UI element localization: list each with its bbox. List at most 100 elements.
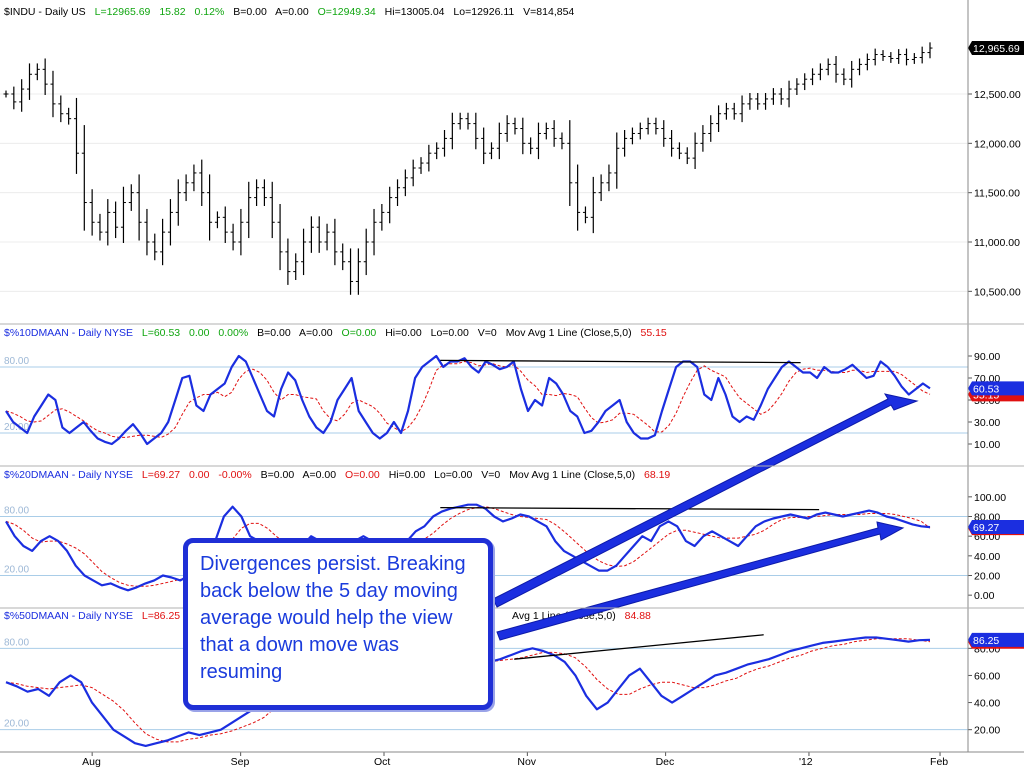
price-bar — [896, 49, 902, 64]
price-bar — [81, 125, 87, 231]
price-bar — [520, 117, 526, 155]
p10-header-high: Hi=0.00 — [385, 327, 422, 339]
y-tick-label: 90.00 — [974, 351, 1000, 363]
arrow-to-p10 — [492, 393, 919, 608]
price-panel: 10,500.00 11,000.00 11,500.00 12,000.00 12,5… — [0, 6, 1024, 298]
p10-last-label: 60.53 — [973, 383, 999, 395]
price-bar — [770, 88, 776, 105]
price-bar — [97, 213, 103, 241]
y-tick-label: 12,000.00 — [974, 138, 1021, 150]
price-bar — [567, 120, 573, 206]
p10-ma-line — [5, 360, 931, 438]
price-bar — [191, 164, 197, 192]
y-tick-label: 11,500.00 — [974, 188, 1020, 200]
price-header-pct: 0.12% — [195, 6, 225, 18]
price-bar — [708, 115, 714, 142]
price-bar — [488, 142, 494, 160]
price-bar — [395, 179, 401, 206]
p10-header-ma-value: 55.15 — [640, 327, 666, 339]
price-gridlines — [0, 93, 968, 292]
price-bar — [152, 233, 158, 261]
price-bar — [324, 223, 330, 251]
p20-ref-label: 80.00 — [4, 506, 29, 517]
p10-ref-label: 20.00 — [4, 422, 29, 433]
p20-header-symbol: $%20DMAAN - Daily NYSE — [4, 469, 133, 481]
price-bar — [778, 88, 784, 105]
p20-header-change: 0.00 — [189, 469, 210, 481]
price-bar — [684, 147, 690, 165]
price-bar — [575, 164, 581, 231]
price-bar — [105, 199, 111, 246]
p20-ref-label: 20.00 — [4, 565, 29, 576]
p50-ref-label: 20.00 — [4, 719, 29, 730]
price-bar — [731, 102, 737, 120]
price-bar — [230, 223, 236, 251]
price-bar — [285, 238, 291, 285]
price-bar — [833, 56, 839, 83]
price-bar — [747, 93, 753, 110]
p10-last-tag — [968, 381, 1024, 396]
p10-header-volume: V=0 — [478, 327, 497, 339]
price-bar — [692, 132, 698, 169]
p10-header-symbol: $%10DMAAN - Daily NYSE — [4, 327, 133, 339]
price-bar — [849, 60, 855, 88]
price-bar — [199, 159, 205, 206]
price-bar — [528, 137, 534, 155]
p50-last-label: 86.25 — [973, 635, 999, 647]
price-bar — [58, 95, 64, 123]
price-bar — [825, 58, 831, 76]
price-bar — [26, 63, 32, 100]
price-bar — [535, 122, 541, 160]
price-bar — [371, 208, 377, 256]
price-bar — [629, 127, 635, 145]
p20-indicator-line — [5, 503, 931, 592]
p10-plot — [5, 354, 931, 446]
price-bar — [590, 176, 596, 234]
price-bar — [418, 157, 424, 174]
p10-header-change: 0.00 — [189, 327, 210, 339]
price-bar — [763, 93, 769, 110]
y-tick-label: 20.00 — [974, 725, 1000, 737]
y-tick-label: 10.00 — [974, 439, 1000, 451]
price-bar — [42, 58, 48, 95]
price-header-last: L=12965.69 — [95, 6, 151, 18]
price-bar — [73, 97, 79, 174]
p20-header-pct: -0.00% — [218, 469, 251, 481]
p20-header-ma-label: Mov Avg 1 Line (Close,5,0) — [509, 469, 635, 481]
x-axis: Aug Sep Oct Nov Dec '12 Feb — [82, 752, 948, 768]
price-bar — [402, 169, 408, 197]
price-bar — [410, 159, 416, 187]
price-bar — [481, 127, 487, 165]
p50-header-symbol: $%50DMAAN - Daily NYSE — [4, 610, 133, 622]
y-tick-label: 40.00 — [974, 551, 1000, 563]
price-bar — [308, 216, 314, 253]
price-bar — [676, 142, 682, 160]
y-tick-label: 0.00 — [974, 590, 995, 602]
price-bar — [261, 179, 267, 206]
price-bar — [254, 179, 260, 206]
arrow-to-p20 — [496, 521, 905, 641]
price-last-label: 12,965.69 — [973, 43, 1020, 55]
price-header-ask: A=0.00 — [275, 6, 309, 18]
p20-header-ma-value: 68.19 — [644, 469, 670, 481]
price-bar — [183, 174, 189, 202]
p20-trendline — [440, 507, 820, 511]
price-bar — [214, 211, 220, 229]
price-bar — [786, 80, 792, 108]
p20-last-label: 69.27 — [973, 522, 999, 534]
price-bar — [794, 78, 800, 95]
price-bar — [755, 93, 761, 110]
p10-header-ask: A=0.00 — [299, 327, 333, 339]
x-tick-label: Oct — [374, 756, 390, 768]
price-bar — [128, 184, 134, 211]
price-bar — [606, 164, 612, 192]
price-bar — [348, 248, 354, 295]
price-bar — [387, 186, 393, 224]
price-bar — [559, 132, 565, 150]
price-bar — [246, 181, 252, 239]
price-bar — [269, 181, 275, 239]
p50-header-left: $%50DMAAN - Daily NYSE L=86.25 — [4, 610, 180, 622]
p20-header: $%20DMAAN - Daily NYSE L=69.27 0.00 -0.0… — [4, 469, 670, 481]
